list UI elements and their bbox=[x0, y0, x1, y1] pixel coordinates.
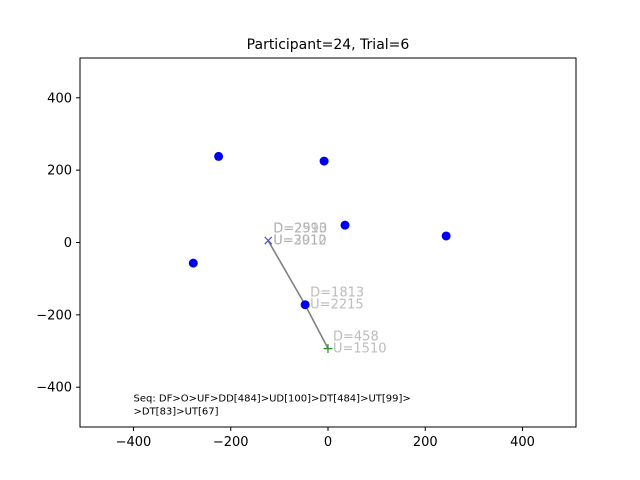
target-point bbox=[441, 231, 451, 241]
x-tick-label: 200 bbox=[413, 435, 438, 450]
y-tick-label: 0 bbox=[64, 236, 72, 251]
x-tick-label: −400 bbox=[116, 435, 152, 450]
annotation-label: U=2215 bbox=[310, 298, 364, 313]
path-markers: ×+ bbox=[262, 233, 334, 357]
sequence-line: >DT[83]>UT[67] bbox=[133, 407, 218, 418]
y-tick-label: 200 bbox=[47, 164, 72, 179]
target-point bbox=[340, 220, 350, 230]
annotation-label: D=1813 bbox=[310, 286, 364, 301]
end-marker: × bbox=[262, 233, 274, 249]
sequence-line: Seq: DF>O>UF>DD[484]>UD[100]>DT[484]>UT[… bbox=[133, 394, 410, 405]
y-tick-label: −400 bbox=[36, 381, 72, 396]
start-marker: + bbox=[322, 341, 334, 357]
sequence-text: Seq: DF>O>UF>DD[484]>UD[100]>DT[484]>UT[… bbox=[133, 394, 410, 418]
annotation-label: U=1510 bbox=[333, 341, 387, 356]
target-point bbox=[300, 300, 310, 310]
x-tick-label: −200 bbox=[213, 435, 249, 450]
target-point bbox=[214, 151, 224, 161]
annotation-label: D=2590 bbox=[273, 222, 327, 237]
x-tick-label: 400 bbox=[510, 435, 535, 450]
y-tick-label: −200 bbox=[36, 308, 72, 323]
y-tick-label: 400 bbox=[47, 91, 72, 106]
annotation-label: D=458 bbox=[333, 329, 379, 344]
annotation-label: D=2913 bbox=[273, 222, 327, 237]
plot-frame bbox=[79, 57, 577, 428]
target-point bbox=[188, 258, 198, 268]
annotation-label: U=2910 bbox=[273, 234, 327, 249]
x-tick-label: 0 bbox=[324, 435, 332, 450]
target-points bbox=[188, 151, 451, 310]
annotation-label: U=3012 bbox=[273, 234, 327, 249]
axis-ticks: −400 −200 0 200 400 −400 −200 0 200 400 bbox=[36, 91, 535, 450]
target-point bbox=[319, 156, 329, 166]
chart-title: Participant=24, Trial=6 bbox=[247, 37, 410, 53]
